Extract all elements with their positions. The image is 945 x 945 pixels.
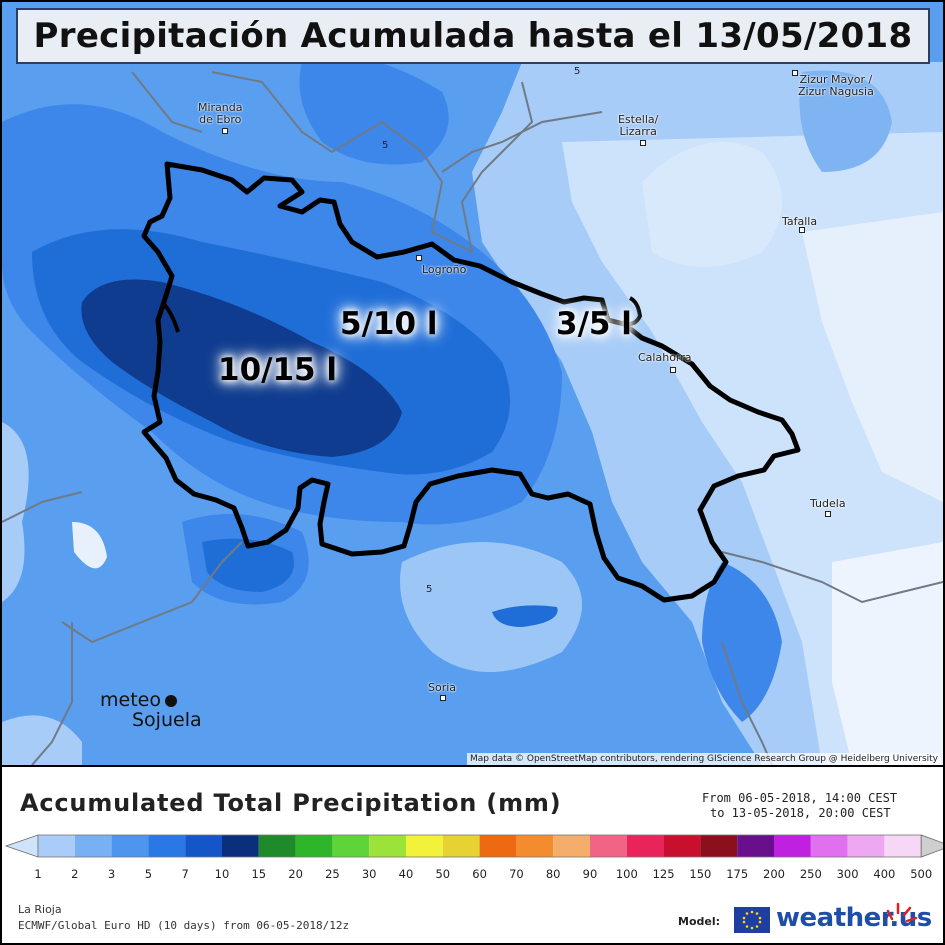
- colorbar-cell: [626, 835, 664, 857]
- colorbar-cell: [295, 835, 333, 857]
- colorbar-tick-label: 1: [34, 867, 42, 881]
- sun-icon: [886, 902, 918, 923]
- colorbar-cell: [258, 835, 296, 857]
- colorbar-cell: [332, 835, 370, 857]
- amount-label-3-5: 3/5 l: [556, 306, 632, 342]
- colorbar: [4, 834, 943, 858]
- colorbar-tick-label: 150: [689, 867, 712, 881]
- colorbar-tick-label: 100: [615, 867, 638, 881]
- amount-label-5-10: 5/10 l: [340, 306, 438, 342]
- city-marker: [792, 70, 798, 76]
- colorbar-tick-label: 400: [873, 867, 896, 881]
- colorbar-tick-label: 300: [836, 867, 859, 881]
- colorbar-tick-label: 10: [214, 867, 230, 881]
- meteo-sojuela-logo: meteo Sojuela: [100, 689, 202, 731]
- colorbar-cell: [663, 835, 701, 857]
- map-field: [2, 2, 943, 765]
- eu-flag-icon: [734, 907, 770, 933]
- colorbar-tick-label: 175: [726, 867, 749, 881]
- colorbar-cell: [222, 835, 259, 857]
- weather-us-logo[interactable]: weather.us: [776, 903, 932, 933]
- city-calahorra: Calahorra: [638, 351, 692, 364]
- colorbar-left-arrow: [4, 834, 39, 858]
- region-label: La Rioja: [18, 903, 62, 916]
- colorbar-cell: [847, 835, 885, 857]
- colorbar-cell: [442, 835, 480, 857]
- colorbar-cell: [38, 835, 75, 857]
- colorbar-tick-label: 3: [107, 867, 116, 881]
- period-text: From 06-05-2018, 14:00 CEST to 13-05-201…: [702, 791, 898, 820]
- colorbar-tick-label: 200: [763, 867, 785, 881]
- colorbar-cell: [479, 835, 517, 857]
- colorbar-tick-label: 7: [181, 867, 189, 881]
- contour-label: 5: [426, 584, 433, 595]
- colorbar-cell: [74, 835, 112, 857]
- city-logrono: Logroño: [422, 263, 467, 276]
- colorbar-cell: [774, 835, 811, 857]
- colorbar-ticks: 1 2 3 5 7 10 15 20 25 30 40 50 60 70 80 90 100 125 150 175 2…: [2, 867, 943, 883]
- colorbar-cell: [553, 835, 590, 857]
- map-attribution: Map data © OpenStreetMap contributors, r…: [467, 753, 941, 765]
- colorbar-tick-label: 5: [144, 867, 153, 881]
- city-zizur-mayor: Zizur Mayor / Zizur Nagusia: [798, 73, 874, 98]
- colorbar-cell: [516, 835, 554, 857]
- map-title-box: Precipitación Acumulada hasta el 13/05/2…: [16, 8, 930, 64]
- model-run-text: ECMWF/Global Euro HD (10 days) from 06-0…: [18, 919, 350, 932]
- colorbar-cell: [810, 835, 848, 857]
- colorbar-tick-label: 250: [799, 867, 822, 881]
- colorbar-tick-label: 40: [398, 867, 414, 881]
- colorbar-cell: [369, 835, 406, 857]
- colorbar-cell: [148, 835, 186, 857]
- contour-label: 5: [574, 66, 581, 77]
- colorbar-tick-label: 20: [288, 867, 303, 881]
- colorbar-cell: [700, 835, 738, 857]
- city-marker: [416, 255, 422, 261]
- colorbar-cell: [590, 835, 627, 857]
- colorbar-tick-label: 2: [71, 867, 79, 881]
- city-marker: [799, 227, 805, 233]
- legend-panel: Accumulated Total Precipitation (mm) Fro…: [2, 767, 943, 943]
- city-tudela: Tudela: [810, 497, 846, 510]
- colorbar-cell: [185, 835, 222, 857]
- colorbar-tick-label: 50: [435, 867, 451, 881]
- colorbar-tick-label: 70: [509, 867, 524, 881]
- city-marker: [440, 695, 446, 701]
- map-title: Precipitación Acumulada hasta el 13/05/2…: [33, 16, 913, 56]
- colorbar-tick-label: 80: [545, 867, 561, 881]
- city-estella: Estella/ Lizarra: [618, 113, 659, 138]
- city-marker: [222, 128, 228, 134]
- city-marker: [670, 367, 676, 373]
- amount-label-10-15: 10/15 l: [218, 352, 338, 388]
- colorbar-tick-label: 125: [652, 867, 675, 881]
- city-soria: Soria: [428, 681, 457, 694]
- city-marker: [825, 511, 831, 517]
- city-marker: [640, 140, 646, 146]
- city-miranda-de-ebro: Miranda de Ebro: [198, 101, 243, 126]
- colorbar-cell: [111, 835, 149, 857]
- legend-title: Accumulated Total Precipitation (mm): [20, 789, 562, 817]
- colorbar-tick-label: 90: [582, 867, 598, 881]
- contour-label: 5: [382, 140, 389, 151]
- city-tafalla: Tafalla: [782, 215, 818, 228]
- model-label: Model:: [678, 915, 721, 928]
- colorbar-cell: [406, 835, 443, 857]
- colorbar-right-arrow: [920, 834, 943, 858]
- colorbar-cell: [884, 835, 922, 857]
- colorbar-cell: [737, 835, 774, 857]
- colorbar-border: [37, 834, 922, 858]
- colorbar-tick-label: 25: [325, 867, 340, 881]
- colorbar-tick-label: 30: [361, 867, 377, 881]
- colorbar-tick-label: 60: [472, 867, 487, 881]
- precipitation-map[interactable]: Precipitación Acumulada hasta el 13/05/2…: [2, 2, 943, 765]
- colorbar-tick-label: 15: [251, 867, 267, 881]
- colorbar-tick-label: 500: [910, 867, 933, 881]
